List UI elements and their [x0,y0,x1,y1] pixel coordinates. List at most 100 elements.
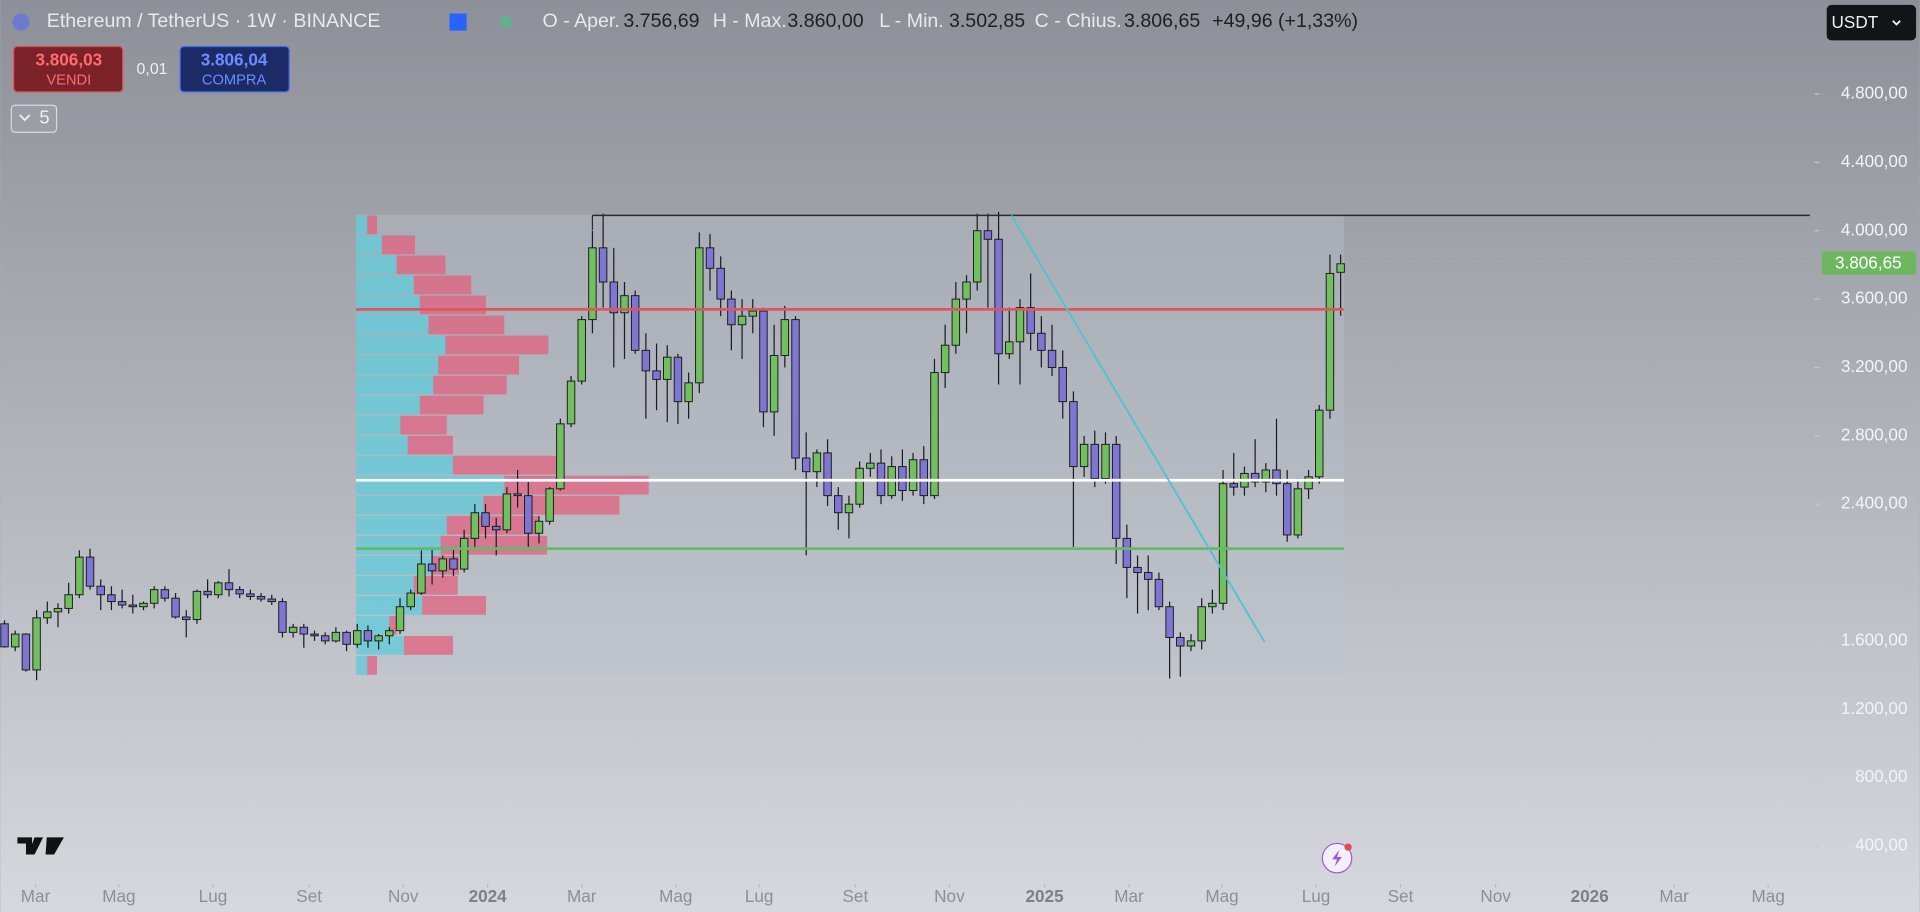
currency-select[interactable] [1826,4,1917,41]
profile-down [452,455,559,475]
candle-body [342,631,351,645]
caret-icon [1892,20,1901,26]
profile-up [356,595,423,615]
candle-body [75,556,84,596]
profile-down [403,635,453,655]
candle-body [919,459,929,497]
candle-body [353,630,362,645]
profile-up [356,515,447,535]
candle-body [1272,469,1281,485]
profile-down [419,395,484,415]
candle-body [160,589,170,599]
x-tick-label: Set [296,886,322,906]
candle-body [1208,602,1217,608]
profile-up [356,295,420,315]
candle-body [1261,469,1271,483]
candle-body [1090,443,1100,480]
y-tick-label: 1.600,00 [1841,629,1908,649]
candle-body [310,633,319,637]
candle-body [652,370,661,380]
open-value: 3.756,69 [623,10,699,32]
profile-down [389,615,397,635]
sell-label: VENDI [46,73,91,89]
indicators-toggle[interactable] [10,104,58,133]
candle-body [1058,366,1067,403]
price-tag-label: 3.806,65 [1835,252,1902,272]
x-tick-label: Mag [102,886,135,906]
flag-icon[interactable] [449,13,467,31]
x-tick-label: Nov [934,886,965,906]
candle-body [1165,606,1174,638]
candle-body [823,452,832,497]
candle-body [1315,409,1324,478]
notification-dot [1344,843,1352,851]
candle-body [855,467,864,505]
candle-body [780,319,790,356]
candle-body [951,298,961,346]
candle-body [21,633,31,671]
tradingview-logo[interactable] [17,837,64,855]
candle-body [43,611,52,619]
profile-area [356,214,1344,676]
candle-body [1218,483,1228,604]
candle-body [684,382,693,403]
buy-label: COMPRA [202,73,267,89]
profile-up [356,335,446,355]
profile-up [356,415,401,435]
close-value: 3.806,65 [1124,10,1200,32]
candle-body [224,582,234,591]
chevron-icon [19,114,31,122]
candle-body [737,315,747,326]
open-label: O - Aper. [543,10,620,32]
profile-down [381,235,415,255]
profile-down [367,215,378,235]
y-tick-label: 3.200,00 [1841,356,1908,376]
candle-body [791,319,800,459]
candle-body [534,520,544,534]
bolt-icon [1332,849,1342,867]
low-label: L - Min. [879,10,944,32]
candle-body [588,247,597,321]
profile-down [446,515,539,535]
profile-up [356,375,434,395]
profile-down [422,595,486,615]
buy-price: 3.806,04 [201,50,268,70]
profile-down [400,415,447,435]
candle-body [630,295,640,351]
candle-body [908,459,918,491]
candle-body [1304,476,1313,490]
symbol-icon [12,13,30,31]
buy-button[interactable] [179,45,290,93]
profile-up [356,535,441,555]
y-tick-label: 2.800,00 [1841,424,1908,444]
candle-body [598,247,608,283]
candle-body [320,635,330,642]
candle-body [566,380,576,425]
candle-body [502,493,512,531]
candle-body [983,230,993,240]
candle-body [1144,572,1153,580]
profile-up [356,235,382,255]
x-tick-label: Mar [567,886,597,906]
x-tick-label: Mag [1752,886,1785,906]
x-tick-label: Lug [199,886,228,906]
candle-body [962,281,971,300]
y-tick-label: 2.400,00 [1841,493,1908,513]
sell-button[interactable] [13,45,124,93]
candle-body [844,503,854,514]
candle-body [1336,263,1345,273]
candle-body [524,495,533,534]
candle-body [406,592,415,608]
candle-body [53,607,63,613]
x-tick-label: Mag [1205,886,1238,906]
candle-body [641,349,651,372]
candle-body [801,457,811,473]
indicators-count: 5 [39,107,49,128]
candle-body [1186,640,1196,647]
candle-body [203,590,212,596]
candle-body [449,558,458,570]
candle-body [459,537,469,570]
profile-up [356,575,414,595]
candle-body [139,602,148,608]
candle-body [214,582,223,596]
